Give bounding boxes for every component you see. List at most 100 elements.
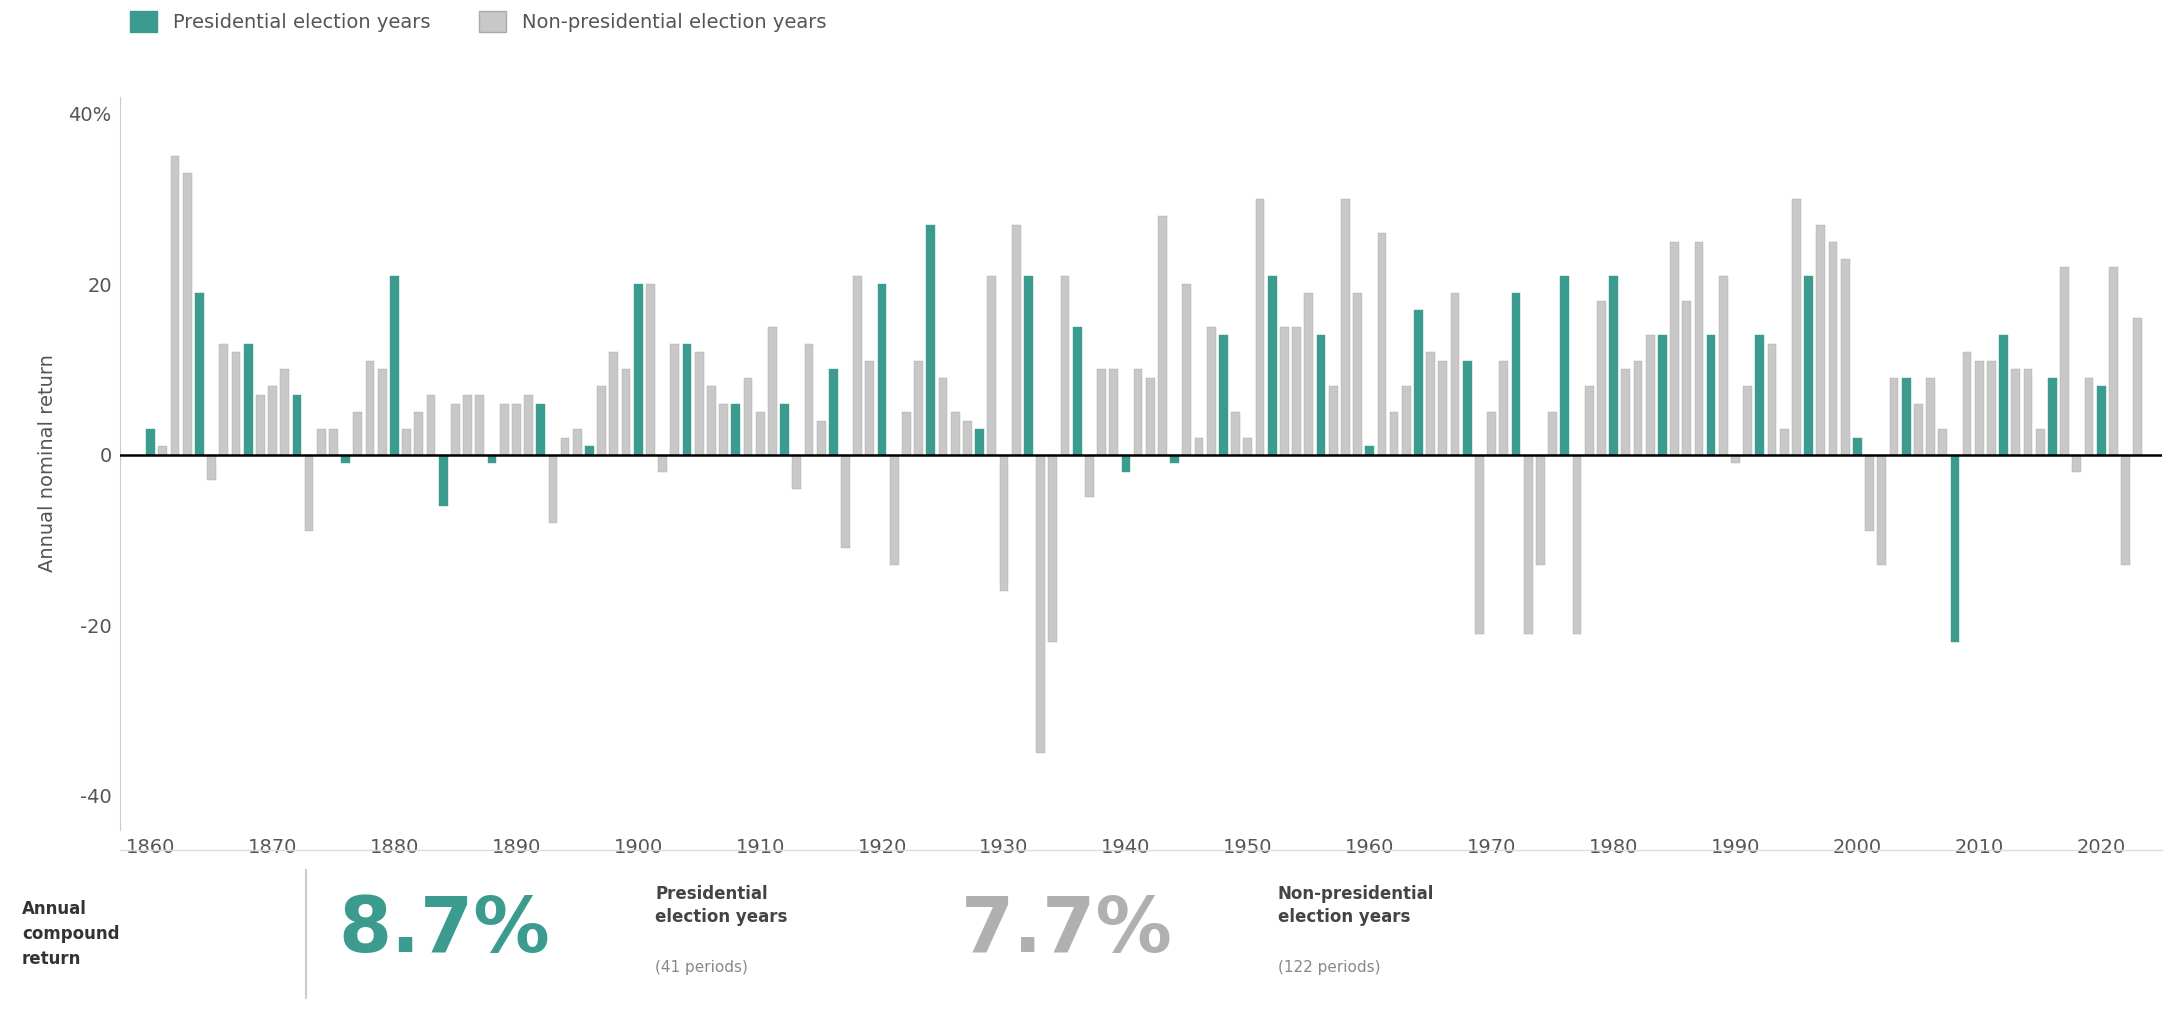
Bar [1926, 378, 1935, 455]
Bar [561, 438, 570, 455]
Bar [1048, 455, 1057, 642]
Bar [1487, 412, 1496, 455]
Bar [841, 455, 850, 549]
Bar [756, 412, 764, 455]
Bar [1621, 370, 1629, 455]
Bar [330, 430, 339, 455]
Bar [1365, 446, 1374, 455]
Bar [2121, 455, 2129, 565]
Bar [1341, 199, 1350, 455]
Bar [1658, 335, 1666, 455]
Bar [1987, 361, 1996, 455]
Bar [769, 327, 778, 455]
Bar [633, 284, 642, 455]
Bar [732, 403, 740, 455]
Bar [391, 276, 400, 455]
Bar [2035, 430, 2044, 455]
Bar [1267, 276, 1278, 455]
Bar [1780, 430, 1789, 455]
Bar [1072, 327, 1081, 455]
Bar [695, 352, 703, 455]
Bar [950, 412, 959, 455]
Legend: Presidential election years, Non-presidential election years: Presidential election years, Non-preside… [129, 11, 826, 33]
Bar [463, 395, 472, 455]
Bar [1378, 233, 1387, 455]
Bar [2110, 267, 2118, 455]
Bar [1474, 455, 1483, 633]
Bar [218, 344, 227, 455]
Bar [1548, 412, 1557, 455]
Bar [1732, 455, 1741, 463]
Bar [1024, 276, 1033, 455]
Bar [1865, 455, 1874, 531]
Bar [548, 455, 557, 523]
Bar [1317, 335, 1326, 455]
Bar [1939, 430, 1948, 455]
Bar [1354, 293, 1363, 455]
Bar [865, 361, 874, 455]
Bar [1439, 361, 1448, 455]
Bar [963, 420, 972, 455]
Bar [743, 378, 751, 455]
Bar [1182, 284, 1190, 455]
Bar [1719, 276, 1728, 455]
Bar [170, 157, 179, 455]
Bar [1634, 361, 1642, 455]
Bar [1511, 293, 1520, 455]
Text: Presidential
election years: Presidential election years [655, 885, 788, 926]
Bar [1232, 412, 1241, 455]
Bar [1998, 335, 2007, 455]
Bar [1243, 438, 1251, 455]
Bar [537, 403, 546, 455]
Bar [1500, 361, 1509, 455]
Bar [306, 455, 314, 531]
Bar [596, 387, 607, 455]
Bar [1963, 352, 1972, 455]
Bar [402, 430, 411, 455]
Bar [1293, 327, 1302, 455]
Bar [1671, 241, 1679, 455]
Bar [1109, 370, 1118, 455]
Bar [487, 455, 496, 463]
Bar [1902, 378, 1911, 455]
Bar [939, 378, 948, 455]
Bar [1524, 455, 1533, 633]
Bar [719, 403, 727, 455]
Bar [280, 370, 288, 455]
Bar [378, 370, 387, 455]
Bar [524, 395, 533, 455]
Bar [1123, 455, 1131, 471]
Bar [1804, 276, 1813, 455]
Bar [1913, 403, 1922, 455]
Bar [1743, 387, 1752, 455]
Bar [1559, 276, 1568, 455]
Bar [1219, 335, 1227, 455]
Bar [159, 446, 168, 455]
Bar [780, 403, 788, 455]
Bar [1756, 335, 1765, 455]
Bar [817, 420, 826, 455]
Bar [354, 412, 363, 455]
Bar [232, 352, 240, 455]
Bar [2060, 267, 2068, 455]
Bar [1682, 301, 1690, 455]
Bar [1450, 293, 1459, 455]
Bar [2097, 387, 2105, 455]
Bar [415, 412, 424, 455]
Bar [1706, 335, 1714, 455]
Bar [1817, 225, 1826, 455]
Bar [1647, 335, 1655, 455]
Bar [1061, 276, 1070, 455]
Bar [854, 276, 863, 455]
Bar [670, 344, 679, 455]
Bar [1085, 455, 1094, 497]
Bar [426, 395, 435, 455]
Bar [341, 455, 349, 463]
Bar [1280, 327, 1289, 455]
Text: (122 periods): (122 periods) [1278, 960, 1380, 975]
Bar [1793, 199, 1802, 455]
Bar [1011, 225, 1020, 455]
Bar [1413, 309, 1424, 455]
Bar [183, 173, 192, 455]
Bar [439, 455, 448, 506]
